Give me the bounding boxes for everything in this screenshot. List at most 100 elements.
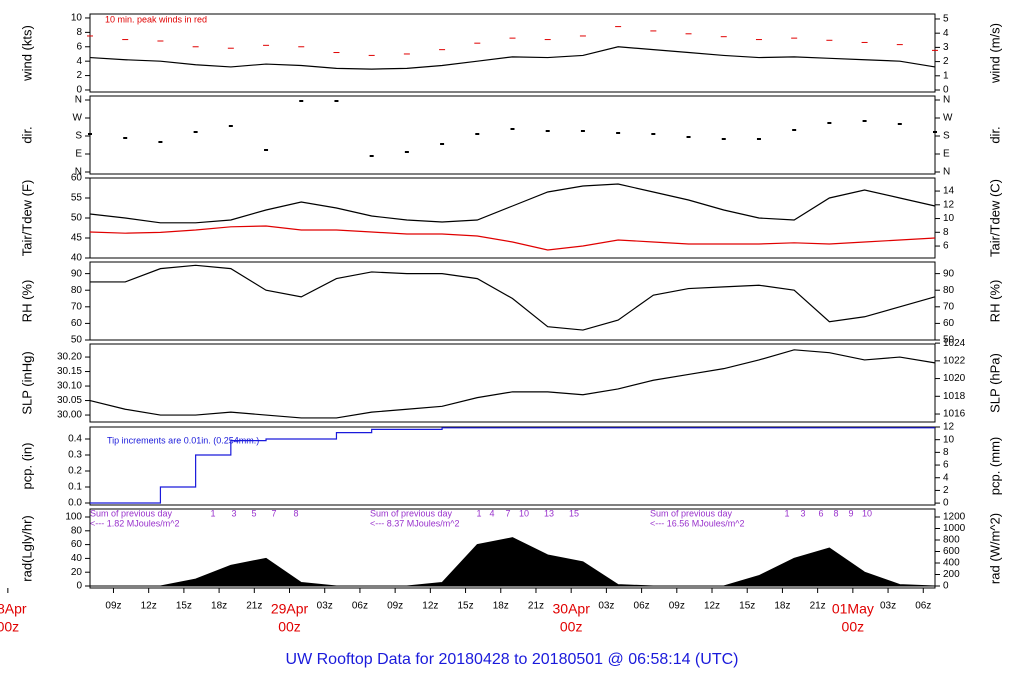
y-axis-label: SLP (inHg) bbox=[19, 351, 34, 414]
y-tick-label: S bbox=[75, 131, 82, 142]
x-tick-label: 12z bbox=[704, 601, 720, 612]
series-line bbox=[90, 427, 935, 504]
hour-label: 4 bbox=[489, 508, 494, 518]
dir-point bbox=[369, 155, 374, 157]
x-tick-label: 06z bbox=[352, 601, 368, 612]
y2-tick-label: 14 bbox=[943, 186, 955, 197]
hour-label: 3 bbox=[231, 508, 236, 518]
annotation: Sum of previous day bbox=[650, 508, 733, 518]
date-label: 28Apr bbox=[0, 601, 27, 617]
dir-point bbox=[545, 130, 550, 132]
y2-tick-label: E bbox=[943, 149, 950, 160]
hour-label: 15 bbox=[569, 508, 579, 518]
dir-point bbox=[88, 133, 92, 135]
y2-tick-label: S bbox=[943, 131, 950, 142]
y-tick-label: 45 bbox=[71, 233, 83, 244]
y2-tick-label: 1018 bbox=[943, 391, 966, 402]
dir-point bbox=[827, 122, 832, 124]
x-tick-label: 03z bbox=[317, 601, 333, 612]
y-tick-label: 40 bbox=[71, 253, 83, 264]
date-label: 29Apr bbox=[271, 601, 309, 617]
x-tick-label: 09z bbox=[387, 601, 403, 612]
y2-axis-label: SLP (hPa) bbox=[987, 353, 1002, 413]
y2-tick-label: N bbox=[943, 167, 950, 178]
y-tick-label: 50 bbox=[71, 335, 83, 346]
y2-tick-label: 2 bbox=[943, 485, 949, 496]
y-tick-label: 4 bbox=[76, 56, 82, 67]
date-label: 00z bbox=[560, 619, 583, 635]
y-tick-label: 0.3 bbox=[68, 450, 82, 461]
y2-tick-label: 3 bbox=[943, 42, 949, 53]
hour-label: 10 bbox=[519, 508, 529, 518]
y-tick-label: N bbox=[75, 167, 82, 178]
y-tick-label: N bbox=[75, 95, 82, 106]
hour-label: 13 bbox=[544, 508, 554, 518]
y2-axis-label: wind (m/s) bbox=[987, 23, 1002, 84]
panel-frame bbox=[89, 508, 936, 589]
dir-point bbox=[897, 123, 902, 125]
dir-point bbox=[158, 141, 163, 143]
series-line bbox=[89, 225, 936, 251]
annotation: <--- 8.37 MJoules/m^2 bbox=[370, 518, 460, 528]
hour-label: 6 bbox=[818, 508, 823, 518]
dir-point bbox=[440, 143, 445, 145]
hour-label: 1 bbox=[210, 508, 215, 518]
y2-tick-label: 90 bbox=[943, 268, 955, 279]
y-tick-label: 8 bbox=[76, 27, 82, 38]
y-tick-label: 60 bbox=[71, 539, 83, 550]
y2-tick-label: 50 bbox=[943, 335, 955, 346]
annotation: Sum of previous day bbox=[370, 508, 453, 518]
y2-tick-label: 12 bbox=[943, 199, 955, 210]
chart-title: UW Rooftop Data for 20180428 to 20180501… bbox=[286, 651, 739, 668]
y2-tick-label: 10 bbox=[943, 213, 955, 224]
y-axis-label: wind (kts) bbox=[19, 25, 34, 82]
y-tick-label: W bbox=[73, 113, 83, 124]
y-axis-label: Tair/Tdew (F) bbox=[19, 180, 34, 257]
annotation: Sum of previous day bbox=[90, 508, 173, 518]
y-tick-label: 30.10 bbox=[57, 381, 82, 392]
y2-tick-label: 10 bbox=[943, 434, 955, 445]
y2-tick-label: 80 bbox=[943, 285, 955, 296]
x-tick-label: 21z bbox=[528, 601, 544, 612]
y2-tick-label: 800 bbox=[943, 535, 960, 546]
y-tick-label: 30.15 bbox=[57, 366, 82, 377]
y-tick-label: 60 bbox=[71, 318, 83, 329]
dir-point bbox=[616, 132, 621, 134]
panel-frame bbox=[89, 13, 936, 93]
x-tick-label: 06z bbox=[634, 601, 650, 612]
y-tick-label: 0.4 bbox=[68, 434, 82, 445]
y2-tick-label: 8 bbox=[943, 227, 949, 238]
hour-label: 3 bbox=[800, 508, 805, 518]
y2-axis-label: Tair/Tdew (C) bbox=[987, 179, 1002, 257]
dir-point bbox=[651, 133, 656, 135]
x-tick-label: 18z bbox=[493, 601, 509, 612]
dir-point bbox=[686, 136, 691, 138]
y-tick-label: 55 bbox=[71, 193, 83, 204]
dir-point bbox=[228, 125, 233, 127]
x-tick-label: 15z bbox=[457, 601, 473, 612]
y-axis-label: RH (%) bbox=[19, 280, 34, 323]
y2-tick-label: 12 bbox=[943, 422, 955, 433]
y-tick-label: 0 bbox=[76, 85, 82, 96]
y-tick-label: 40 bbox=[71, 553, 83, 564]
y2-tick-label: 4 bbox=[943, 472, 949, 483]
y2-tick-label: 6 bbox=[943, 460, 949, 471]
y-tick-label: 0.1 bbox=[68, 482, 82, 493]
dir-point bbox=[334, 100, 339, 102]
x-tick-label: 18z bbox=[774, 601, 790, 612]
y2-tick-label: 1022 bbox=[943, 355, 966, 366]
y2-axis-label: RH (%) bbox=[987, 280, 1002, 323]
y2-tick-label: 1024 bbox=[943, 338, 966, 349]
y2-tick-label: 1016 bbox=[943, 409, 966, 420]
y-tick-label: 0.2 bbox=[68, 466, 82, 477]
y2-axis-label: dir. bbox=[987, 126, 1002, 143]
date-label: 00z bbox=[0, 619, 19, 635]
panel-frame bbox=[89, 343, 936, 423]
y-tick-label: 60 bbox=[71, 173, 83, 184]
x-tick-label: 06z bbox=[915, 601, 931, 612]
y-axis-label: rad(Lgly/hr) bbox=[19, 515, 34, 581]
y-tick-label: 30.00 bbox=[57, 410, 82, 421]
hour-label: 8 bbox=[293, 508, 298, 518]
y-tick-label: 50 bbox=[71, 213, 83, 224]
